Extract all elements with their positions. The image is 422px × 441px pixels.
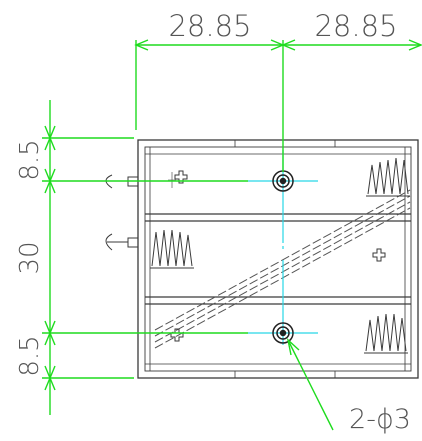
- plus-icon: [170, 328, 184, 342]
- mounting-hole-icon: [272, 322, 294, 344]
- dimension-lines: [42, 40, 421, 431]
- spring-icon: [364, 313, 408, 354]
- plus-icon: [372, 248, 386, 262]
- dimension-left-bottom: 8.5: [15, 335, 45, 376]
- dimension-top-left: 28.85: [168, 9, 251, 43]
- spring-icon: [366, 157, 410, 197]
- dimension-left-middle: 30: [15, 241, 45, 274]
- spring-icon: [150, 229, 194, 269]
- plus-icon: [168, 170, 188, 188]
- lead-wire-negative: [105, 233, 139, 251]
- hole-callout: 2-ϕ3: [349, 404, 411, 435]
- dimension-left-top: 8.5: [15, 139, 45, 180]
- dimension-top-right: 28.85: [314, 9, 397, 43]
- dimension-arrows: [44, 39, 422, 391]
- holder-body: [137, 139, 419, 379]
